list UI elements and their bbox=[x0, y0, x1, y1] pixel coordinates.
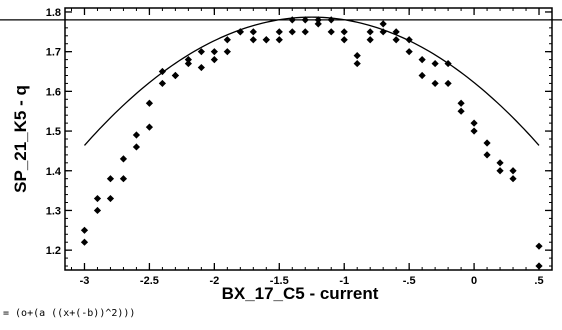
data-point bbox=[483, 139, 491, 147]
plot-frame bbox=[64, 7, 553, 271]
y-tick-label: 1.2 bbox=[46, 245, 61, 257]
data-point bbox=[470, 119, 478, 127]
data-point bbox=[249, 28, 257, 36]
data-point bbox=[418, 71, 426, 80]
x-tick-label: -.5 bbox=[403, 275, 416, 287]
data-point bbox=[158, 67, 166, 76]
data-point bbox=[535, 242, 543, 250]
data-point bbox=[119, 175, 128, 183]
data-point bbox=[444, 59, 452, 68]
data-point bbox=[431, 79, 439, 88]
data-point bbox=[106, 194, 115, 203]
data-point bbox=[405, 48, 413, 56]
data-point bbox=[184, 59, 192, 68]
data-point bbox=[132, 143, 141, 151]
x-tick-label: -1.5 bbox=[270, 275, 289, 287]
data-point bbox=[93, 206, 102, 215]
data-point bbox=[275, 28, 283, 36]
data-point bbox=[392, 28, 400, 36]
data-point bbox=[236, 28, 244, 36]
data-point bbox=[249, 36, 257, 44]
data-point bbox=[353, 59, 361, 68]
data-point bbox=[509, 175, 517, 183]
data-point bbox=[496, 167, 504, 175]
y-tick-label: 1.6 bbox=[46, 86, 61, 98]
x-tick-label: -3 bbox=[80, 275, 90, 287]
x-tick-label: .5 bbox=[534, 275, 543, 287]
data-point bbox=[171, 71, 179, 80]
data-point bbox=[210, 48, 218, 56]
data-point bbox=[275, 36, 283, 44]
data-point bbox=[119, 155, 128, 163]
y-axis-ticks: 1.2 1.3 1.4 1.5 1.6 1.7 1.8 bbox=[46, 7, 552, 267]
data-point bbox=[379, 28, 387, 36]
data-point bbox=[457, 99, 465, 107]
data-point bbox=[340, 28, 348, 36]
data-point bbox=[145, 99, 154, 107]
data-point bbox=[301, 28, 309, 36]
fit-curve bbox=[83, 16, 540, 146]
data-point bbox=[327, 28, 335, 36]
data-point bbox=[405, 36, 413, 44]
data-point bbox=[431, 59, 439, 68]
data-point bbox=[158, 79, 166, 88]
data-point bbox=[353, 52, 361, 60]
data-point bbox=[301, 16, 309, 24]
data-point bbox=[288, 28, 296, 36]
data-point bbox=[457, 107, 465, 115]
x-tick-label: -2 bbox=[209, 275, 219, 287]
y-tick-label: 1.4 bbox=[46, 166, 62, 178]
data-point bbox=[314, 16, 322, 24]
data-point bbox=[483, 151, 491, 159]
data-point bbox=[145, 123, 154, 131]
data-point bbox=[444, 79, 452, 88]
data-point bbox=[366, 28, 374, 36]
data-point bbox=[93, 194, 102, 203]
data-point bbox=[262, 36, 270, 44]
y-axis-title: SP_21_K5 - q bbox=[11, 85, 30, 193]
data-point bbox=[314, 20, 322, 28]
fit-formula: = (o+(a ((x+(-b))^2))) bbox=[3, 308, 136, 319]
data-point bbox=[470, 127, 478, 135]
data-point bbox=[392, 36, 400, 44]
data-points bbox=[80, 16, 543, 270]
data-point bbox=[535, 262, 543, 270]
y-tick-label: 1.7 bbox=[46, 47, 61, 59]
data-point bbox=[223, 36, 231, 44]
data-point bbox=[223, 48, 231, 56]
data-point bbox=[340, 36, 348, 44]
data-point bbox=[80, 238, 89, 246]
data-point bbox=[197, 63, 205, 72]
x-axis-title: BX_17_C5 - current bbox=[222, 284, 379, 303]
y-tick-label: 1.8 bbox=[46, 7, 61, 19]
data-point bbox=[379, 20, 387, 28]
data-point bbox=[184, 56, 192, 64]
data-point bbox=[418, 56, 426, 64]
x-axis-ticks: -3 -2.5 -2 -1.5 -1 -.5 0 .5 bbox=[70, 8, 544, 287]
data-point bbox=[366, 36, 374, 44]
data-point bbox=[132, 131, 141, 139]
data-point bbox=[509, 167, 517, 175]
x-tick-label: 0 bbox=[471, 275, 477, 287]
y-tick-label: 1.5 bbox=[46, 126, 61, 138]
y-tick-label: 1.3 bbox=[46, 205, 61, 217]
data-point bbox=[288, 16, 296, 24]
data-point bbox=[210, 56, 218, 64]
data-point bbox=[106, 175, 115, 183]
data-point bbox=[496, 159, 504, 167]
data-point bbox=[327, 16, 335, 24]
data-point bbox=[197, 48, 205, 56]
x-tick-label: -2.5 bbox=[140, 275, 159, 287]
x-tick-label: -1 bbox=[339, 275, 349, 287]
data-point bbox=[80, 226, 89, 234]
